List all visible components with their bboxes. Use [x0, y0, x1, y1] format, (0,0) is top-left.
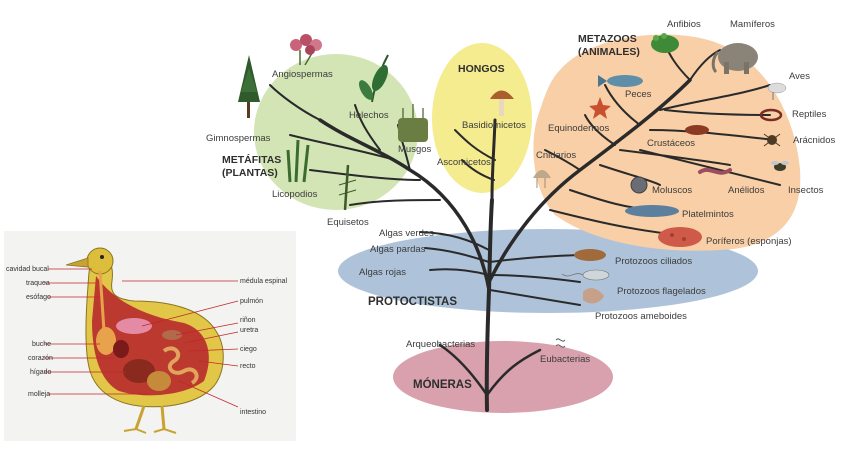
- organ-intestine: [162, 346, 199, 385]
- label-crustaceos: Crustáceos: [647, 138, 695, 149]
- organ-heart: [113, 340, 129, 358]
- label-protozoos-ciliados: Protozoos ciliados: [615, 256, 692, 267]
- label-musgos: Musgos: [398, 144, 432, 155]
- organ-kidney: [162, 330, 182, 340]
- label-moluscos: Moluscos: [652, 185, 692, 196]
- label-anelidos: Anélidos: [728, 185, 765, 196]
- label-algas-pardas: Algas pardas: [370, 244, 426, 255]
- bird-icon: [767, 82, 787, 100]
- organ-lung: [116, 318, 152, 334]
- label-cnidarios: Cnidarios: [536, 150, 576, 161]
- frog-icon: [651, 33, 679, 53]
- tree-branches: [269, 44, 781, 412]
- label-higado: hígado: [30, 369, 52, 376]
- flatworm-icon: [625, 205, 679, 217]
- lobster-icon: [685, 125, 709, 135]
- label-uretra: uretra: [240, 327, 258, 334]
- hongos-title: HONGOS: [458, 63, 505, 75]
- bird-beak: [65, 257, 89, 268]
- label-intestino: intestino: [240, 409, 266, 416]
- label-buche: buche: [32, 341, 51, 348]
- metazoos-region: [533, 34, 801, 251]
- mushroom-icon: [490, 90, 514, 116]
- equisetos-icon: [338, 164, 357, 211]
- label-eubacterias: Eubacterias: [540, 354, 590, 365]
- label-cavidad-bucal: cavidad bucal: [6, 266, 49, 273]
- bacteria-icon: [555, 338, 566, 348]
- label-aves: Aves: [789, 71, 810, 82]
- metafitas-title: METÁFITAS: [222, 153, 281, 166]
- label-anfibios: Anfibios: [667, 19, 701, 30]
- flagellate-icon: [561, 269, 610, 281]
- fish-icon: [598, 75, 643, 87]
- hongos-region: [432, 43, 532, 193]
- label-insectos: Insectos: [788, 185, 824, 196]
- bird-feet: [123, 427, 177, 434]
- label-algas-verdes: Algas verdes: [379, 228, 434, 239]
- gimnospermas-icon: [238, 55, 260, 118]
- ciliate-icon: [574, 249, 606, 261]
- label-ascomicetos: Ascomicetos: [437, 157, 491, 168]
- metafitas-subtitle: (PLANTAS): [222, 167, 278, 179]
- elephant-icon: [711, 43, 758, 74]
- worm-icon: [698, 167, 732, 175]
- helechos-icon: [359, 54, 389, 103]
- label-pulmon: pulmón: [240, 298, 263, 305]
- bird-head: [86, 247, 114, 275]
- label-ciego: ciego: [240, 346, 257, 353]
- metazoos-title: METAZOOS: [578, 33, 637, 45]
- amoeba-icon: [583, 288, 604, 304]
- label-recto: recto: [240, 363, 256, 370]
- snake-icon: [759, 108, 783, 122]
- angiospermas-icon: [290, 34, 322, 66]
- label-helechos: Helechos: [349, 110, 389, 121]
- metazoos-subtitle: (ANIMALES): [578, 46, 640, 58]
- label-licopodios: Licopodios: [272, 189, 318, 200]
- label-protozoos-flagelados: Protozoos flagelados: [617, 286, 706, 297]
- sponge-icon: [658, 227, 702, 247]
- label-corazon: corazón: [28, 355, 53, 362]
- label-platelmintos: Platelmintos: [682, 209, 734, 220]
- bird-anatomy-panel: cavidad bucal traquea esófago buche cora…: [4, 231, 296, 441]
- jellyfish-icon: [533, 170, 551, 188]
- label-protozoos-ameboides: Protozoos ameboides: [595, 311, 687, 322]
- label-equisetos: Equisetos: [327, 217, 369, 228]
- label-esofago: esófago: [26, 294, 51, 301]
- label-traquea: traquea: [26, 280, 50, 287]
- label-angiospermas: Angiospermas: [272, 69, 333, 80]
- protoctistas-title: PROTOCTISTAS: [368, 296, 457, 308]
- label-molleja: molleja: [28, 391, 50, 398]
- label-gimnospermas: Gimnospermas: [206, 133, 271, 144]
- bird-eye: [100, 255, 104, 259]
- label-medula-espinal: médula espinal: [240, 278, 288, 285]
- organ-liver: [123, 359, 155, 383]
- musgos-icon: [398, 104, 428, 142]
- label-poriferos: Poríferos (esponjas): [706, 236, 792, 247]
- label-leader-lines: [44, 268, 239, 408]
- insect-icon: [771, 161, 789, 171]
- label-reptiles: Reptiles: [792, 109, 827, 120]
- bird-leg-left: [134, 405, 146, 430]
- label-rinon: riñon: [240, 317, 256, 324]
- spider-icon: [763, 133, 781, 147]
- label-arqueobacterias: Arqueobacterias: [406, 339, 475, 350]
- moneras-title: MÓNERAS: [413, 378, 472, 391]
- label-algas-rojas: Algas rojas: [359, 267, 406, 278]
- label-mamiferos: Mamíferos: [730, 19, 775, 30]
- bird-anatomy-diagram: cavidad bucal traquea esófago buche cora…: [6, 247, 288, 434]
- label-basidiomicetos: Basidiomicetos: [462, 120, 526, 131]
- snail-icon: [630, 176, 648, 194]
- body-cavity: [92, 276, 209, 396]
- label-aracnidos: Arácnidos: [793, 135, 835, 146]
- organ-crop: [96, 327, 116, 355]
- starfish-icon: [589, 97, 611, 119]
- label-peces: Peces: [625, 89, 652, 100]
- metafitas-region: [254, 54, 418, 210]
- licopodios-icon: [286, 139, 310, 183]
- organ-gizzard: [147, 371, 171, 391]
- esophagus-line: [98, 270, 106, 332]
- label-equinodermos: Equinodermos: [548, 123, 610, 134]
- bird-leg-right: [160, 405, 166, 430]
